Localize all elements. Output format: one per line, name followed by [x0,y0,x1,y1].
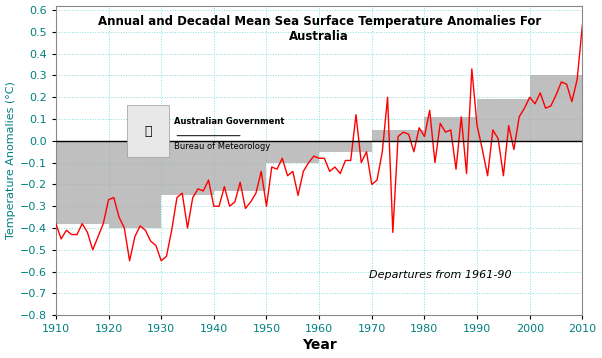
FancyBboxPatch shape [127,105,169,158]
Y-axis label: Temperature Anomalies (°C): Temperature Anomalies (°C) [5,82,16,240]
Bar [214,141,267,191]
Bar [372,130,424,141]
Bar [56,141,108,224]
X-axis label: Year: Year [302,338,337,352]
Bar [161,141,214,195]
Bar [108,141,161,228]
Text: Departures from 1961-90: Departures from 1961-90 [369,270,512,280]
Bar [477,100,530,141]
Bar [424,117,477,141]
Bar [319,141,372,152]
Text: Bureau of Meteorology: Bureau of Meteorology [175,142,270,151]
Text: 🦘: 🦘 [144,125,152,137]
Bar [530,76,582,141]
Text: Annual and Decadal Mean Sea Surface Temperature Anomalies For
Australia: Annual and Decadal Mean Sea Surface Temp… [98,15,541,43]
Bar [267,141,319,163]
Text: Australian Government: Australian Government [175,117,285,126]
